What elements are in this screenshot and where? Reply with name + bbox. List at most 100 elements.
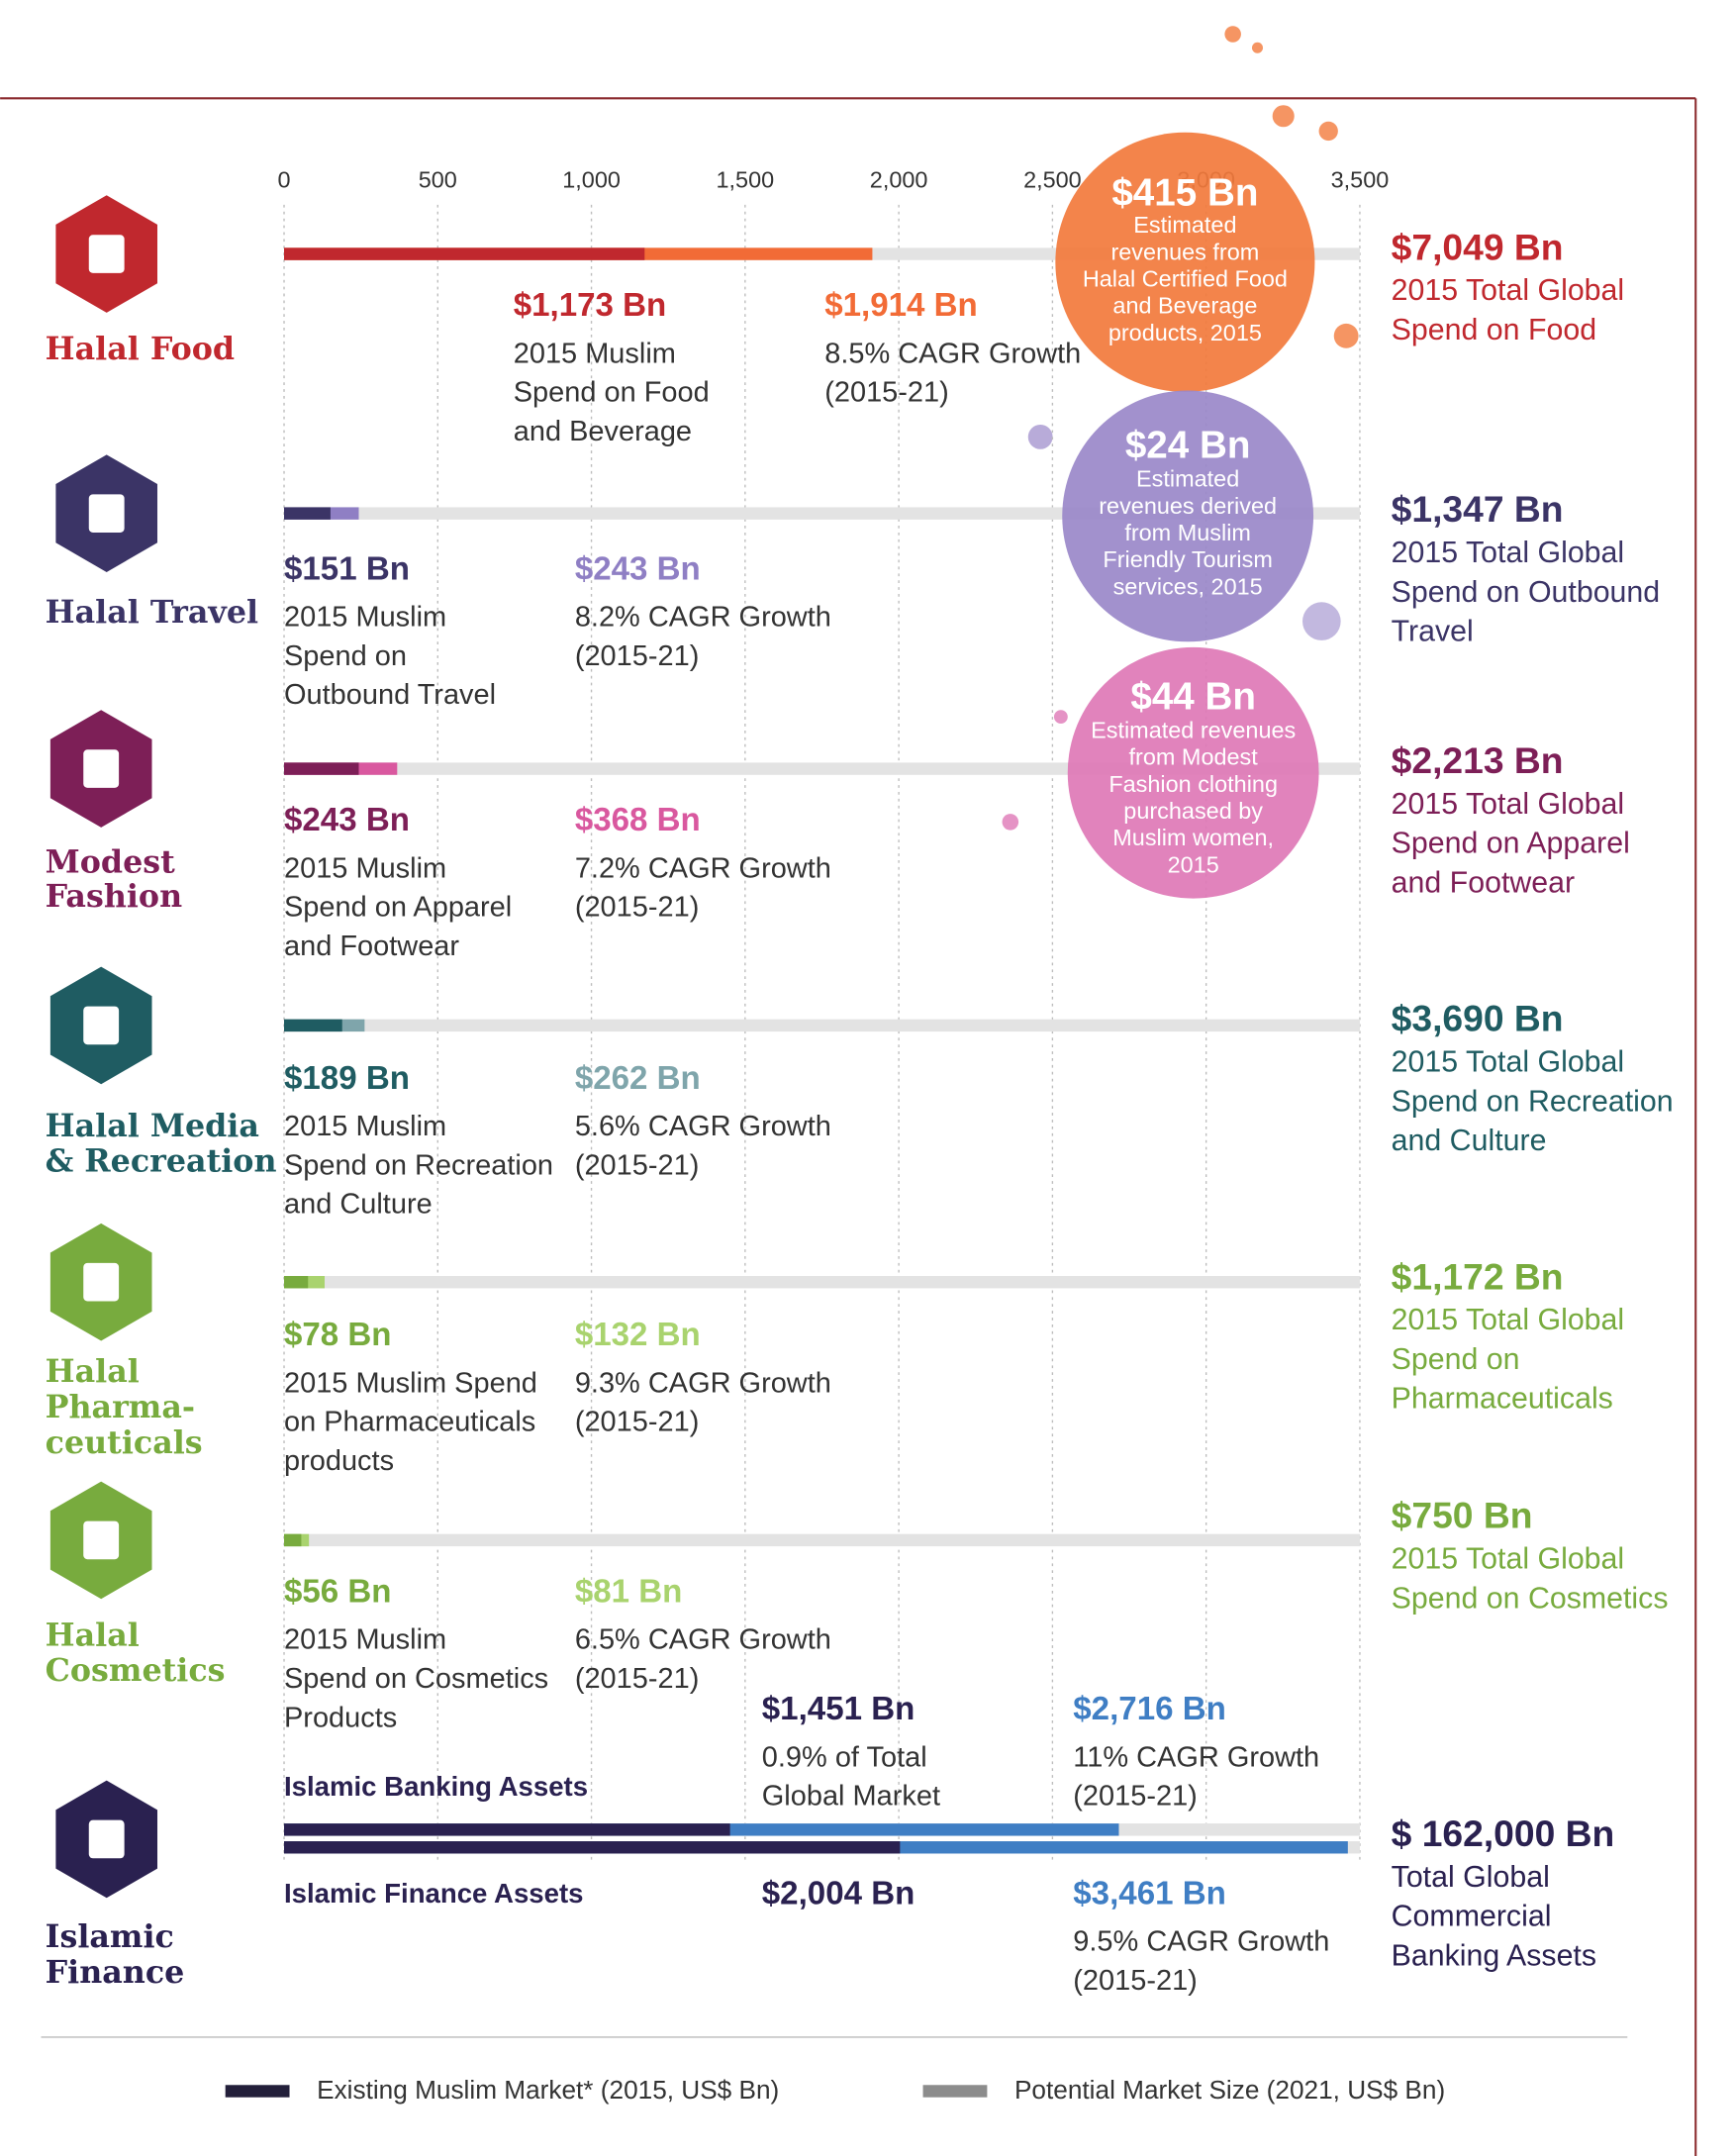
- x-tick-label: 3,500: [1331, 167, 1390, 193]
- value-note: 2015 Muslim: [514, 338, 676, 369]
- total-note: 2015 Total Global: [1392, 1046, 1625, 1079]
- sector-icon-glyph: [88, 494, 125, 533]
- bar-track: [284, 1276, 1360, 1289]
- value-note: (2015-21): [575, 640, 700, 672]
- value-note: products: [284, 1445, 394, 1477]
- bar-name: Islamic Banking Assets: [284, 1771, 588, 1802]
- value-note: 11% CAGR Growth: [1073, 1741, 1319, 1773]
- sector-icon-glyph: [83, 1006, 120, 1045]
- bubble: [1055, 132, 1315, 392]
- value-note: Spend on: [284, 640, 407, 672]
- value-note: 2015 Muslim: [284, 1624, 446, 1656]
- value-note: (2015-21): [1073, 1781, 1198, 1813]
- bubble-text: Fashion clothing: [1108, 771, 1278, 797]
- bubble-text: Halal Certified Food: [1083, 266, 1288, 292]
- value-note: 5.6% CAGR Growth: [575, 1111, 831, 1142]
- bubble-text: revenues derived: [1099, 493, 1277, 519]
- value-note: Spend on Apparel: [284, 892, 512, 924]
- value-note: 2015 Muslim Spend: [284, 1367, 537, 1399]
- value-note: 2015 Muslim: [284, 1111, 446, 1142]
- total-note: Pharmaceuticals: [1392, 1383, 1613, 1416]
- value-label: $56 Bn: [284, 1573, 392, 1610]
- bubble-amount: $44 Bn: [1130, 675, 1256, 718]
- splash-decoration: [1002, 26, 1359, 831]
- bubble-text: Estimated: [1136, 466, 1239, 492]
- legend-label: Potential Market Size (2021, US$ Bn): [1014, 2075, 1445, 2105]
- bubble: [1062, 390, 1314, 642]
- bubble-text: Muslim women,: [1112, 825, 1274, 850]
- bubble: [1067, 646, 1319, 899]
- total-note: and Culture: [1392, 1125, 1547, 1157]
- value-note: (2015-21): [575, 1149, 700, 1181]
- sector-icon-glyph: [83, 1262, 120, 1302]
- bubble-text: and Beverage: [1112, 293, 1257, 319]
- sector-icon-glyph: [83, 1520, 120, 1560]
- value-note: and Culture: [284, 1189, 433, 1221]
- sector-name: Fashion: [46, 878, 183, 915]
- total-note: 2015 Total Global: [1392, 274, 1625, 307]
- value-note: 8.2% CAGR Growth: [575, 602, 831, 634]
- value-note: Spend on Cosmetics: [284, 1663, 548, 1695]
- existing-bar: [284, 762, 359, 775]
- total-value: $ 162,000 Bn: [1392, 1813, 1615, 1854]
- bubble-text: purchased by: [1123, 798, 1263, 824]
- existing-bar: [284, 1019, 342, 1032]
- value-label: $1,914 Bn: [824, 287, 978, 324]
- sector-name: Halal: [46, 1353, 140, 1390]
- total-note: Total Global: [1392, 1861, 1550, 1894]
- existing-bar: [284, 507, 331, 520]
- sector-name: Halal Travel: [46, 594, 258, 631]
- sector-name: Cosmetics: [46, 1652, 226, 1689]
- value-label: $189 Bn: [284, 1060, 410, 1097]
- x-tick-label: 500: [419, 167, 457, 193]
- sector-name: Finance: [46, 1954, 185, 1991]
- value-note: (2015-21): [1073, 1965, 1198, 1997]
- total-note: Spend on Recreation: [1392, 1085, 1674, 1118]
- value-note: (2015-21): [824, 377, 949, 409]
- total-value: $7,049 Bn: [1392, 226, 1564, 267]
- total-note: Spend on: [1392, 1343, 1520, 1376]
- total-note: Spend on Outbound: [1392, 576, 1661, 609]
- value-note: (2015-21): [575, 892, 700, 924]
- sector-name: Modest: [46, 844, 175, 881]
- value-label: $151 Bn: [284, 550, 410, 587]
- x-tick-label: 0: [277, 167, 290, 193]
- bubble-text: 2015: [1168, 851, 1219, 877]
- total-note: 2015 Total Global: [1392, 1543, 1625, 1576]
- sector-name: ceuticals: [46, 1424, 203, 1461]
- value-label: $1,173 Bn: [514, 287, 667, 324]
- value-note: on Pharmaceuticals: [284, 1407, 535, 1438]
- bubble-text: from Muslim: [1124, 520, 1251, 545]
- total-value: $3,690 Bn: [1392, 998, 1564, 1039]
- bubble-text: services, 2015: [1113, 573, 1263, 599]
- x-tick-label: 1,000: [562, 167, 621, 193]
- total-value: $1,172 Bn: [1392, 1255, 1564, 1297]
- sector-icon-glyph: [88, 1819, 125, 1859]
- sector: Halal Travel $151 Bn 2015 Muslim Spend on Ou…: [46, 390, 1661, 711]
- value-note: 6.5% CAGR Growth: [575, 1624, 831, 1656]
- bubble-amount: $415 Bn: [1111, 171, 1258, 214]
- total-note: Commercial: [1392, 1901, 1552, 1933]
- sector-name: Halal Media: [46, 1108, 259, 1144]
- existing-bar: [284, 1841, 901, 1854]
- value-note: Spend on Food: [514, 377, 710, 409]
- value-note: 9.3% CAGR Growth: [575, 1367, 831, 1399]
- total-note: Banking Assets: [1392, 1939, 1596, 1972]
- value-label: $262 Bn: [575, 1060, 701, 1097]
- value-note: 8.5% CAGR Growth: [824, 338, 1081, 369]
- total-note: and Footwear: [1392, 866, 1575, 899]
- value-label: $3,461 Bn: [1073, 1875, 1226, 1911]
- sector-name: & Recreation: [46, 1143, 277, 1180]
- value-label: $2,716 Bn: [1073, 1691, 1226, 1727]
- value-note: 0.9% of Total: [762, 1741, 927, 1773]
- value-note: 2015 Muslim: [284, 852, 446, 884]
- value-label: $368 Bn: [575, 802, 701, 838]
- bubble-text: Friendly Tourism: [1103, 546, 1273, 572]
- sector-name: Islamic: [46, 1918, 174, 1955]
- sector: Halal Food $1,173 Bn 2015 Muslim Spend on F…: [46, 132, 1625, 447]
